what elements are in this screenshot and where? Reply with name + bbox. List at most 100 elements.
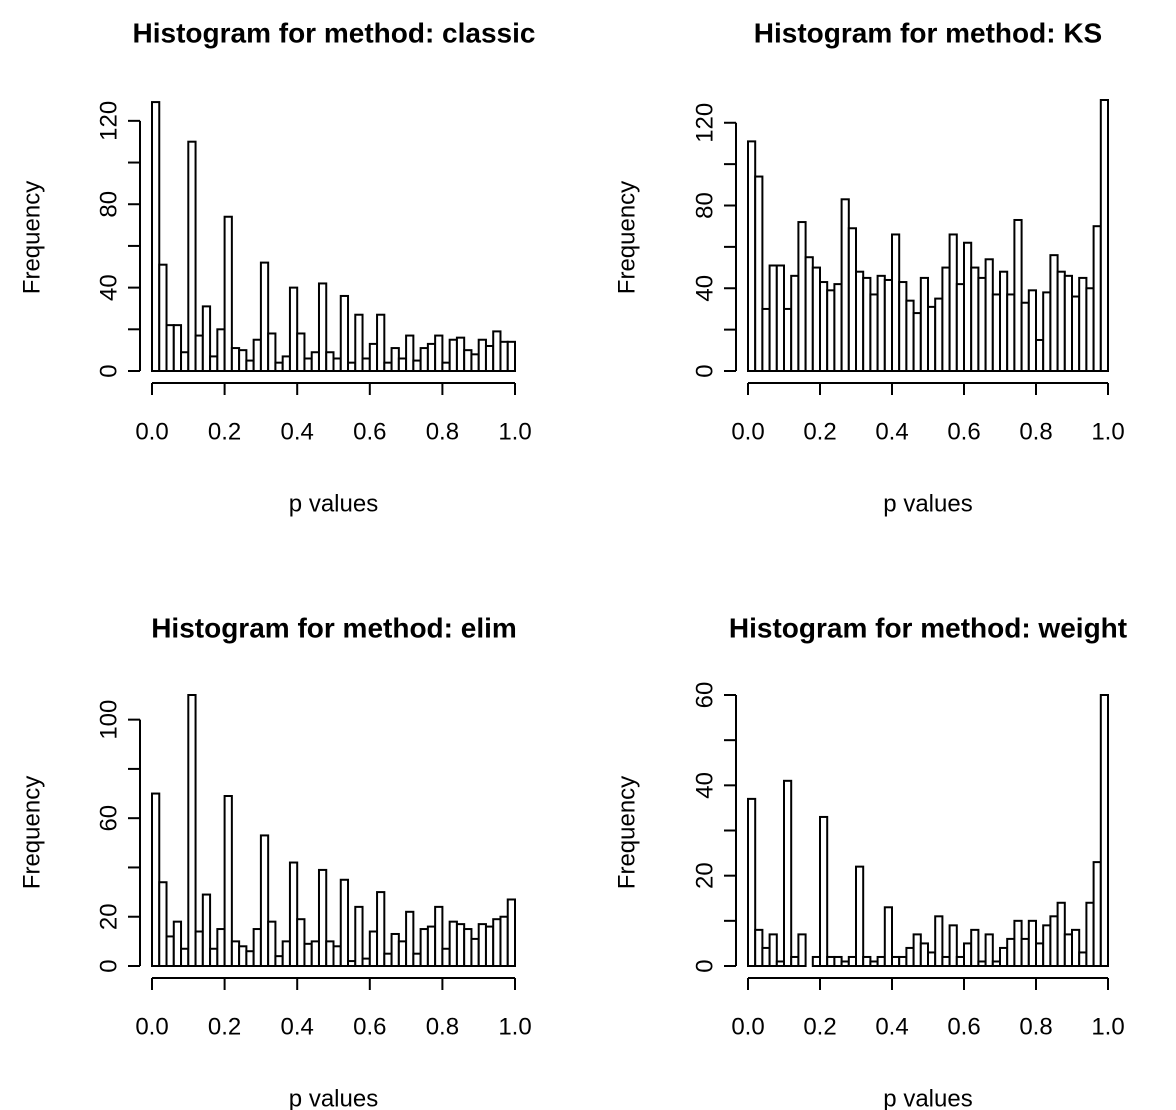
histogram-bar [434, 905, 444, 968]
histogram-bar [187, 694, 197, 967]
x-tick-label: 0.2 [208, 418, 241, 445]
histogram-bar [455, 336, 466, 372]
histogram-bar [151, 792, 161, 968]
bars [151, 694, 516, 968]
histogram-bar [984, 258, 994, 372]
histogram-bar [412, 952, 422, 968]
x-tick-label: 0.0 [731, 418, 764, 445]
x-tick-label: 0.4 [875, 418, 908, 445]
histogram-bar [862, 955, 872, 968]
histogram-bar [747, 797, 757, 968]
histogram-bar [999, 270, 1009, 373]
histogram-bar [180, 947, 190, 967]
histogram-bar [1078, 951, 1088, 968]
histogram-bar [267, 920, 277, 967]
histogram-bar [783, 307, 793, 373]
bars [747, 99, 1110, 373]
histogram-bar [754, 175, 764, 372]
histogram-bar [761, 946, 771, 968]
x-tick-label: 0.6 [353, 418, 386, 445]
x-tick-label: 0.4 [281, 1013, 314, 1040]
histogram-bar [804, 256, 814, 372]
histogram-bar [927, 305, 937, 373]
histogram-bar [1035, 942, 1045, 968]
histogram-bar [1020, 937, 1030, 968]
histogram-bar [332, 945, 342, 967]
histogram-bar [354, 905, 364, 968]
histogram-bar [934, 297, 944, 373]
chart-title: Histogram for method: classic [133, 17, 536, 48]
histogram-bar [499, 915, 509, 968]
histogram-bar [898, 281, 908, 373]
histogram-bar [412, 359, 422, 373]
chart-title: Histogram for method: KS [754, 17, 1102, 48]
x-axis-label: p values [883, 490, 972, 517]
histogram-bar [180, 351, 190, 373]
histogram-bar [492, 330, 502, 372]
histogram-bar [1013, 919, 1023, 967]
histogram-bar [948, 233, 958, 372]
y-tick-label: 0 [691, 364, 718, 377]
bars [151, 101, 516, 373]
histogram-bar [891, 233, 901, 372]
histogram-bar [230, 347, 241, 373]
histogram-bar [288, 861, 299, 968]
histogram-bar [339, 878, 350, 967]
histogram-bar [484, 925, 495, 968]
histogram-bar [158, 263, 168, 372]
histogram-bar [1006, 293, 1016, 372]
histogram-bar [819, 815, 829, 968]
histogram-bar [761, 307, 771, 373]
histogram-bar [1071, 928, 1081, 967]
y-tick-label: 40 [691, 275, 718, 302]
histogram-bar [325, 351, 335, 373]
histogram-bar [201, 893, 212, 968]
histogram-bar [274, 955, 284, 967]
histogram-bar [934, 915, 944, 967]
histogram-bar [426, 925, 437, 968]
histogram-bar [991, 293, 1001, 372]
y-tick-label: 0 [95, 959, 122, 972]
histogram-bar [883, 906, 893, 967]
histogram-bar [303, 942, 313, 967]
histogram-bar [754, 928, 764, 967]
histogram-bar [463, 928, 473, 968]
histogram-bar [281, 940, 291, 968]
histogram-bar [1049, 915, 1059, 967]
x-tick-label: 0.6 [353, 1013, 386, 1040]
histogram-bar [303, 357, 313, 373]
histogram-bar [317, 868, 328, 967]
histogram-bar [819, 281, 829, 373]
histogram-bar [397, 940, 408, 968]
chart-title: Histogram for method: elim [151, 612, 517, 643]
y-tick-label: 40 [95, 274, 122, 301]
histogram-bar [238, 945, 248, 967]
histogram-bar [194, 334, 204, 372]
histogram-bar [455, 923, 466, 967]
histogram-bar [790, 274, 800, 372]
x-tick-label: 0.0 [135, 1013, 168, 1040]
histogram-bar [368, 930, 379, 968]
histogram-bar [419, 928, 429, 968]
histogram-bar [448, 920, 458, 967]
histogram-bar [252, 928, 262, 968]
histogram-bar [223, 215, 233, 372]
histogram-bar [252, 338, 262, 373]
histogram-bar [1056, 270, 1066, 373]
y-axis-label: Frequency [18, 776, 45, 889]
histogram-bar [288, 286, 299, 372]
histogram-bar [376, 313, 386, 373]
histogram-bar [905, 299, 915, 372]
histogram-bar [927, 951, 937, 968]
histogram-bar [847, 227, 857, 372]
x-tick-label: 0.6 [947, 1013, 980, 1040]
y-tick-label: 60 [691, 682, 718, 709]
histogram-bar [1092, 225, 1102, 372]
histogram-bar [775, 264, 785, 372]
histogram-bar [506, 340, 516, 373]
histogram-bar [955, 283, 965, 372]
histogram-bar [376, 891, 386, 967]
y-tick-label: 120 [691, 103, 718, 143]
x-tick-label: 0.8 [426, 1013, 459, 1040]
histogram-bar [905, 946, 915, 968]
